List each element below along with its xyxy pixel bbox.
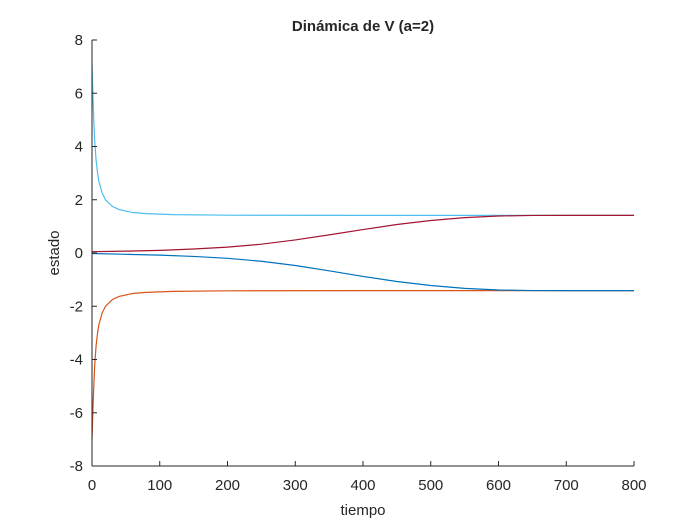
y-tick-label: 4: [75, 139, 83, 156]
y-axis-label: estado: [46, 230, 63, 275]
series-line-1: [91, 63, 634, 216]
y-tick-label: -2: [70, 298, 83, 315]
series-line-3: [91, 214, 634, 253]
series-line-4: [91, 252, 634, 292]
y-tick-label: -8: [70, 458, 83, 475]
y-tick-label: 0: [75, 245, 83, 262]
chart-title: Dinámica de V (a=2): [292, 18, 434, 35]
x-tick-label: 200: [215, 477, 240, 494]
x-tick-label: 400: [350, 477, 375, 494]
y-axis-ticks: -8 -6 -4 -2 0 2 4 6 8: [70, 32, 97, 475]
y-tick-label: 6: [75, 85, 83, 102]
series-line-2: [91, 290, 634, 440]
x-tick-label: 500: [418, 477, 443, 494]
y-tick-label: 2: [75, 192, 83, 209]
x-tick-label: 100: [147, 477, 172, 494]
y-tick-label: -6: [70, 405, 83, 422]
y-tick-label: 8: [75, 32, 83, 49]
series-group: [91, 63, 634, 440]
x-tick-label: 700: [554, 477, 579, 494]
x-tick-label: 800: [621, 477, 646, 494]
x-tick-label: 600: [486, 477, 511, 494]
x-axis-label: tiempo: [340, 502, 385, 519]
x-axis-ticks: 0 100 200 300 400 500 600 700 800: [88, 461, 647, 494]
y-tick-label: -4: [70, 352, 83, 369]
x-tick-label: 300: [283, 477, 308, 494]
axes: [91, 40, 634, 467]
x-tick-label: 0: [88, 477, 96, 494]
